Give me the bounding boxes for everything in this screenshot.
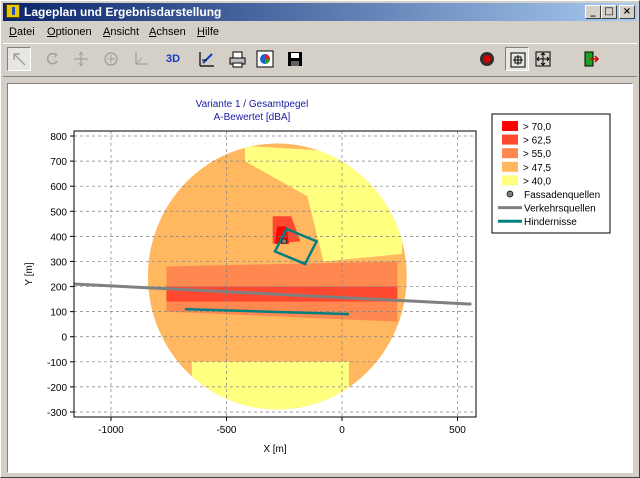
- save-icon: [288, 52, 302, 66]
- plot-frame: [73, 130, 477, 418]
- pan-button[interactable]: [531, 47, 555, 71]
- print-icon: [229, 51, 246, 68]
- legend-label: > 62,5: [523, 136, 552, 147]
- save-button[interactable]: [283, 47, 307, 71]
- y-tick-label: 100: [50, 308, 67, 319]
- legend-swatch: [502, 161, 518, 172]
- x-axis-label: X [m]: [263, 444, 287, 455]
- move-icon: [74, 51, 88, 67]
- menu-achsen[interactable]: Achsen: [149, 26, 186, 38]
- legend-swatch: [502, 175, 518, 186]
- select-tool-button[interactable]: [7, 47, 31, 71]
- window-title: Lageplan und Ergebnisdarstellung: [24, 5, 222, 19]
- maximize-button[interactable]: □: [601, 5, 617, 19]
- x-tick-label: 500: [449, 425, 466, 436]
- y-tick-label: 500: [50, 207, 67, 218]
- y-tick-label: 300: [50, 257, 67, 268]
- rotate-button[interactable]: [41, 47, 65, 71]
- obstacle-line: [184, 307, 349, 316]
- menu-bar: Datei Optionen Ansicht Achsen Hilfe: [3, 23, 637, 41]
- y-axis-label: Y [m]: [24, 262, 35, 285]
- axes-button[interactable]: [129, 47, 153, 71]
- y-tick-label: 400: [50, 232, 67, 243]
- legend-swatch: [502, 148, 518, 159]
- legend-label: Hindernisse: [524, 217, 577, 228]
- toolbar: 3D: [3, 43, 637, 77]
- axis-ticks: -1000 -500 0 500 800 700 600 500 400 300 200 100 0 -1…: [47, 132, 466, 436]
- pan-icon: [535, 51, 551, 67]
- menu-datei[interactable]: Datei: [9, 26, 35, 38]
- zoom-fit-button[interactable]: [505, 47, 529, 71]
- traffic-source-line: [74, 282, 472, 306]
- title-bar: Lageplan und Ergebnisdarstellung _ □ ×: [3, 3, 637, 21]
- legend-label: Verkehrsquellen: [524, 204, 596, 215]
- menu-ansicht[interactable]: Ansicht: [103, 26, 140, 38]
- rotate-icon: [46, 52, 58, 65]
- zoom-icon: [104, 52, 118, 66]
- record-icon: [480, 52, 494, 66]
- move-button[interactable]: [69, 47, 93, 71]
- y-tick-label: -100: [47, 358, 67, 369]
- legend-label: > 70,0: [523, 122, 552, 133]
- grid: [74, 131, 476, 417]
- legend-box: [491, 113, 611, 234]
- legend-swatch: [502, 121, 518, 131]
- app-icon[interactable]: [6, 4, 20, 18]
- noise-map-chart[interactable]: -1000 -500 0 500 800 700 600 500 400 300 200 100 0 -1…: [8, 84, 632, 472]
- legend-label: > 47,5: [523, 163, 552, 174]
- edit-button[interactable]: [195, 47, 219, 71]
- close-button[interactable]: ×: [619, 5, 635, 19]
- result-view[interactable]: -1000 -500 0 500 800 700 600 500 400 300 200 100 0 -1…: [7, 83, 633, 473]
- minimize-button[interactable]: _: [585, 5, 601, 19]
- x-tick-label: -500: [216, 425, 236, 436]
- chart-subtitle: A-Bewertet [dBA]: [214, 112, 291, 123]
- obstacle-line: [273, 227, 319, 266]
- sources-and-obstacles: [74, 227, 472, 316]
- color-button[interactable]: [253, 47, 277, 71]
- noise-zone: [191, 361, 349, 410]
- select-icon: [13, 53, 26, 66]
- record-button[interactable]: [475, 47, 499, 71]
- menu-hilfe[interactable]: Hilfe: [197, 26, 220, 38]
- exit-icon: [584, 51, 600, 67]
- y-tick-label: -300: [47, 408, 67, 419]
- legend-swatch: [502, 134, 518, 145]
- legend: > 70,0 > 62,5 > 55,0 > 47,5 > 40,0 Fassadenqu…: [491, 113, 611, 234]
- chart-title: Variante 1 / Gesamtpegel: [196, 99, 309, 110]
- y-tick-label: 200: [50, 283, 67, 294]
- 3d-view-button[interactable]: 3D: [165, 53, 181, 65]
- x-tick-label: -1000: [98, 425, 124, 436]
- y-tick-label: -200: [47, 383, 67, 394]
- menu-optionen[interactable]: Optionen: [47, 26, 92, 38]
- legend-dot: [506, 190, 514, 198]
- exit-button[interactable]: [579, 47, 603, 71]
- legend-label: Fassadenquellen: [524, 190, 600, 201]
- edit-icon: [199, 52, 214, 67]
- print-button[interactable]: [225, 47, 249, 71]
- legend-label: > 40,0: [523, 176, 552, 187]
- y-tick-label: 600: [50, 182, 67, 193]
- color-icon: [256, 50, 274, 68]
- zoom-button[interactable]: [99, 47, 123, 71]
- legend-label: > 55,0: [523, 149, 552, 160]
- axes-icon: [135, 52, 148, 65]
- y-tick-label: 0: [61, 333, 67, 344]
- zoom-fit-icon: [510, 52, 526, 68]
- facade-source-point: [281, 238, 288, 245]
- y-tick-label: 800: [50, 132, 67, 143]
- y-tick-label: 700: [50, 157, 67, 168]
- x-tick-label: 0: [339, 425, 345, 436]
